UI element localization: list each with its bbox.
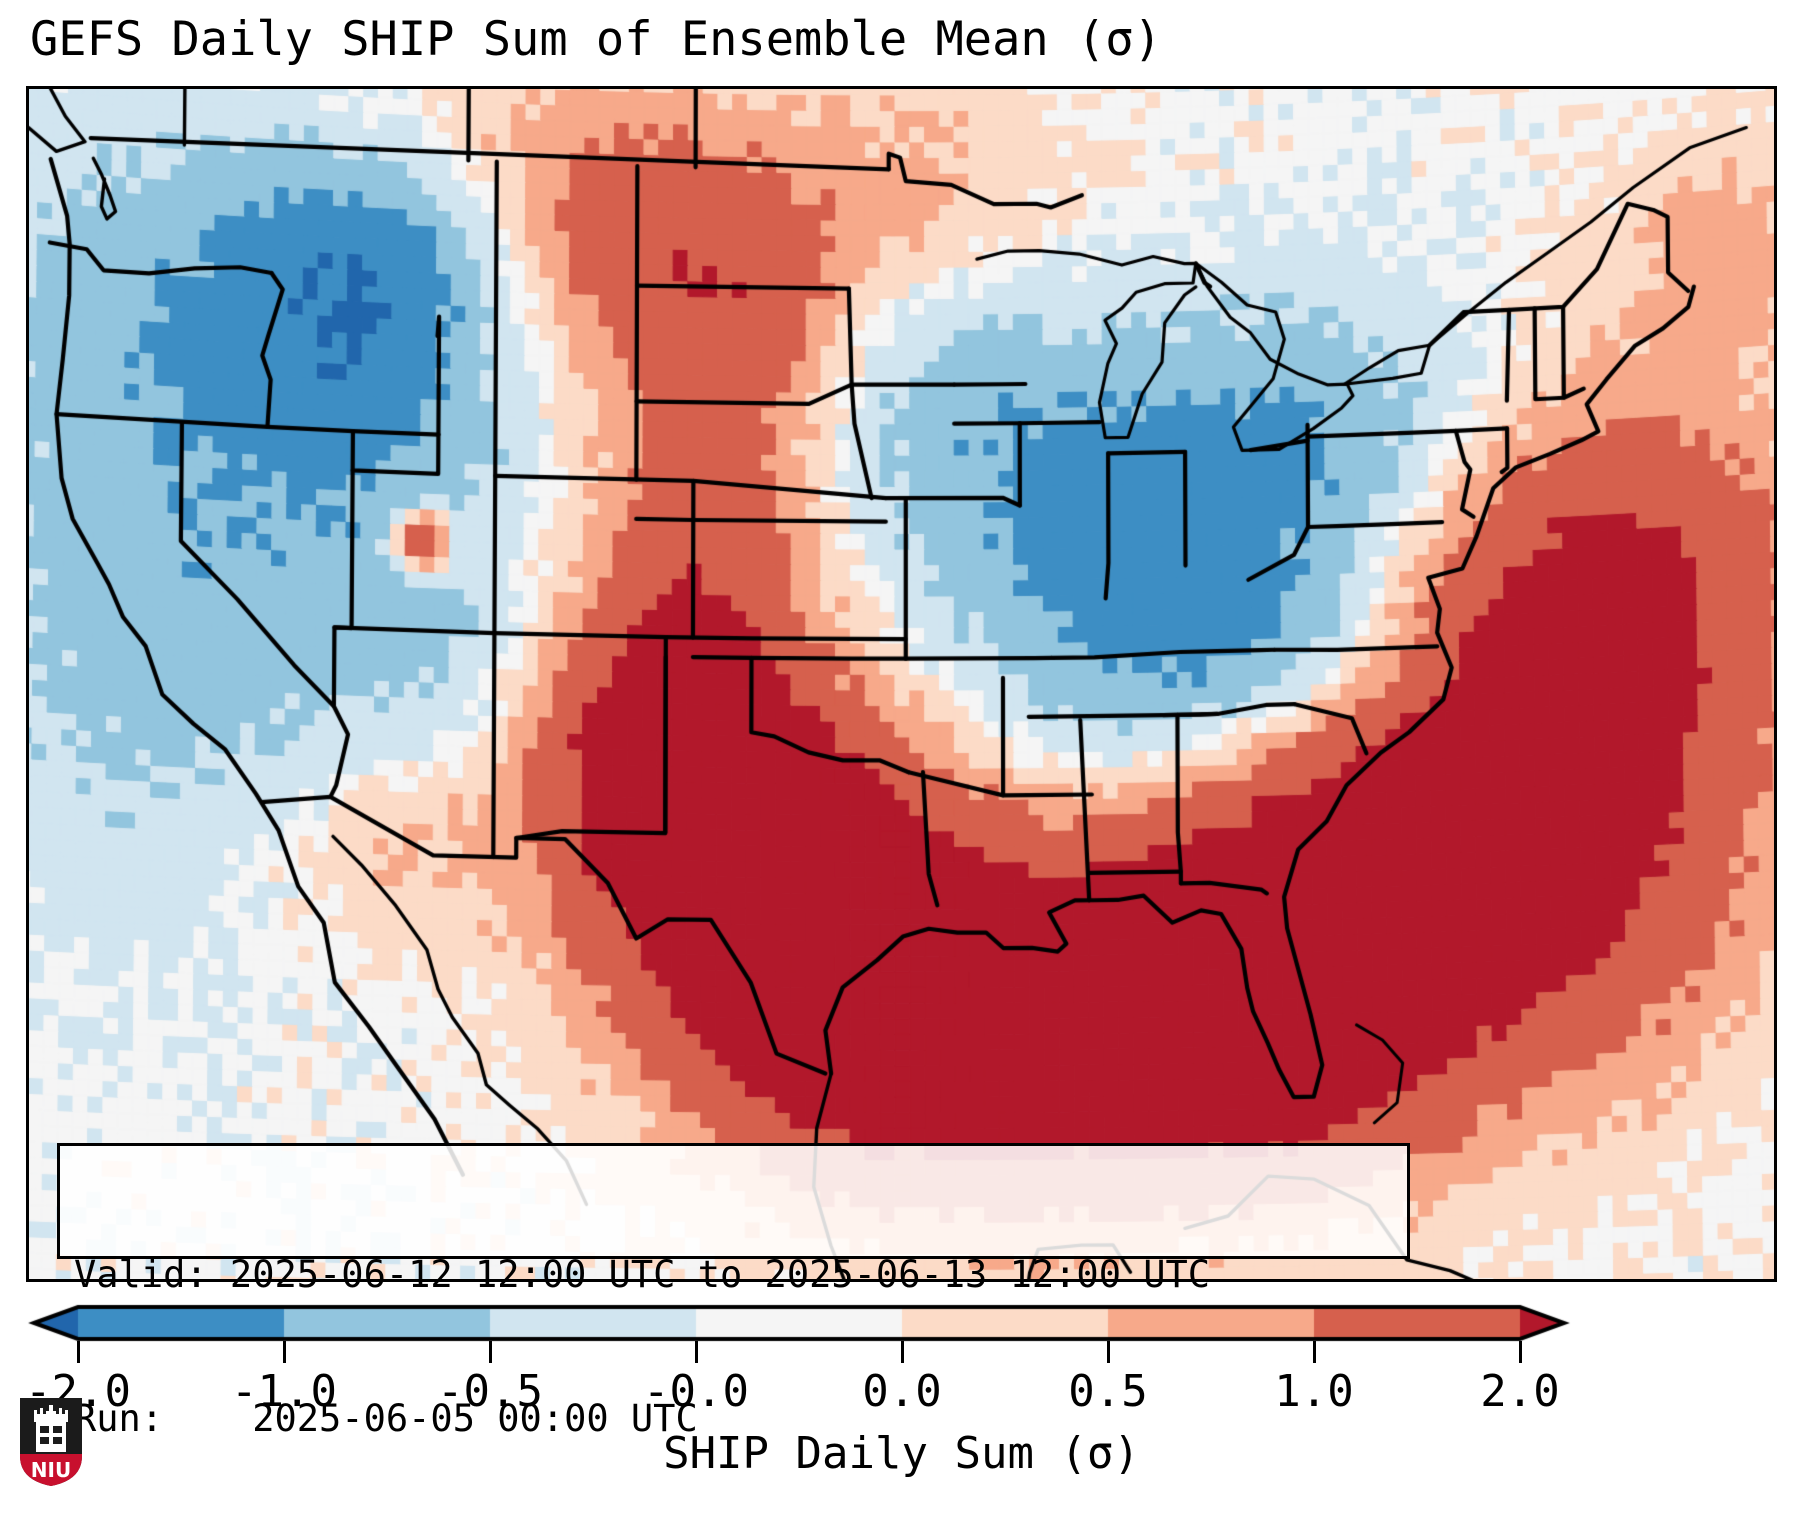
colorbar-tick-label: -0.0	[643, 1366, 749, 1417]
svg-text:NIU: NIU	[31, 1458, 71, 1482]
valid-time-line: Valid: 2025-06-12 12:00 UTC to 2025-06-1…	[74, 1253, 1211, 1296]
run-time-line: Run: 2025-06-05 00:00 UTC	[74, 1397, 698, 1440]
colorbar-tickmarks	[0, 1341, 1803, 1371]
niu-logo: NIU	[20, 1398, 82, 1486]
colorbar-tick-label: 1.0	[1274, 1366, 1354, 1417]
valid-run-info-box: Valid: 2025-06-12 12:00 UTC to 2025-06-1…	[57, 1143, 1410, 1440]
colorbar-tick-label: 0.5	[1068, 1366, 1148, 1417]
colorbar-axis-label: SHIP Daily Sum (σ)	[663, 1428, 1140, 1479]
colorbar-tick-label: -1.0	[231, 1366, 337, 1417]
page-title: GEFS Daily SHIP Sum of Ensemble Mean (σ)	[30, 12, 1162, 67]
colorbar-tick-label: 2.0	[1480, 1366, 1560, 1417]
colorbar-tick	[695, 1341, 698, 1363]
colorbar-ticklabels: -2.0 -1.0 -0.5 -0.0 0.0 0.5 1.0 2.0	[0, 1366, 1803, 1426]
colorbar-tick	[77, 1341, 80, 1363]
colorbar-tick	[283, 1341, 286, 1363]
map-panel	[26, 86, 1777, 1282]
heatmap-canvas	[29, 89, 1774, 1279]
colorbar-tick	[901, 1341, 904, 1363]
colorbar-tick	[1107, 1341, 1110, 1363]
figure-root: GEFS Daily SHIP Sum of Ensemble Mean (σ)…	[0, 12, 1803, 1486]
colorbar-tick	[1519, 1341, 1522, 1363]
colorbar-tick	[489, 1341, 492, 1363]
colorbar-tick-label: 0.0	[862, 1366, 942, 1417]
colorbar-tick	[1313, 1341, 1316, 1363]
colorbar-tick-label: -0.5	[437, 1366, 543, 1417]
